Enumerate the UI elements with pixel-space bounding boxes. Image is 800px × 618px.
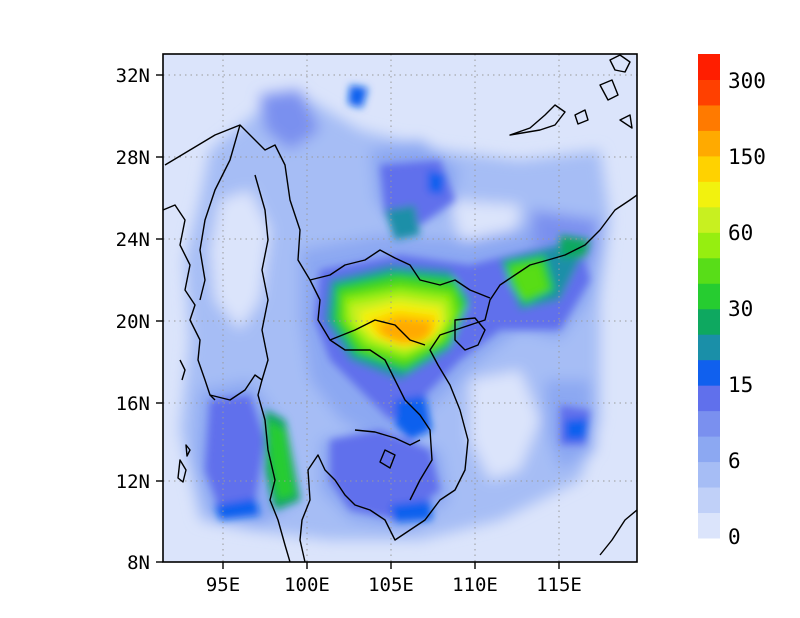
colorbar-swatch (698, 359, 720, 386)
colorbar-label-0: 0 (728, 525, 741, 549)
y-tick-label-24n: 24N (116, 229, 150, 251)
map-panel (163, 54, 637, 562)
y-tick-label-32n: 32N (116, 65, 150, 87)
colorbar-swatch (698, 206, 720, 233)
colorbar-label-150: 150 (728, 145, 766, 169)
colorbar-swatch (698, 512, 720, 539)
colorbar-label-300: 300 (728, 69, 766, 93)
colorbar-swatch (698, 130, 720, 157)
x-tick-label-110e: 110E (452, 574, 498, 596)
colorbar-swatch (698, 104, 720, 131)
grid-lines (163, 54, 637, 562)
colorbar-label-60: 60 (728, 221, 753, 245)
colorbar-swatch (698, 385, 720, 412)
colorbar-swatch (698, 410, 720, 437)
colorbar-swatch (698, 181, 720, 208)
colorbar-swatch (698, 334, 720, 361)
x-tick-label-100e: 100E (284, 574, 330, 596)
colorbar-label-30: 30 (728, 297, 753, 321)
coastlines (163, 54, 637, 562)
colorbar-swatch (698, 461, 720, 488)
x-tick-label-95e: 95E (206, 574, 240, 596)
y-tick-label-12n: 12N (116, 471, 150, 493)
x-tick-label-105e: 105E (368, 574, 414, 596)
contour-fill (180, 85, 610, 540)
colorbar-swatch (698, 283, 720, 310)
x-tick-label-115e: 115E (536, 574, 582, 596)
colorbar-swatch (698, 54, 720, 80)
y-tick-label-28n: 28N (116, 147, 150, 169)
colorbar-swatch (698, 308, 720, 335)
colorbar (698, 54, 720, 539)
colorbar-swatch (698, 487, 720, 514)
colorbar-label-15: 15 (728, 373, 753, 397)
colorbar-label-6: 6 (728, 449, 741, 473)
colorbar-swatch (698, 436, 720, 463)
tick-marks (156, 74, 560, 569)
colorbar-swatch (698, 257, 720, 284)
y-tick-label-8n: 8N (127, 552, 150, 574)
colorbar-swatch (698, 79, 720, 106)
colorbar-swatch (698, 232, 720, 259)
y-tick-label-20n: 20N (116, 311, 150, 333)
colorbar-swatch (698, 155, 720, 182)
plot-frame (162, 53, 638, 563)
y-tick-label-16n: 16N (116, 393, 150, 415)
